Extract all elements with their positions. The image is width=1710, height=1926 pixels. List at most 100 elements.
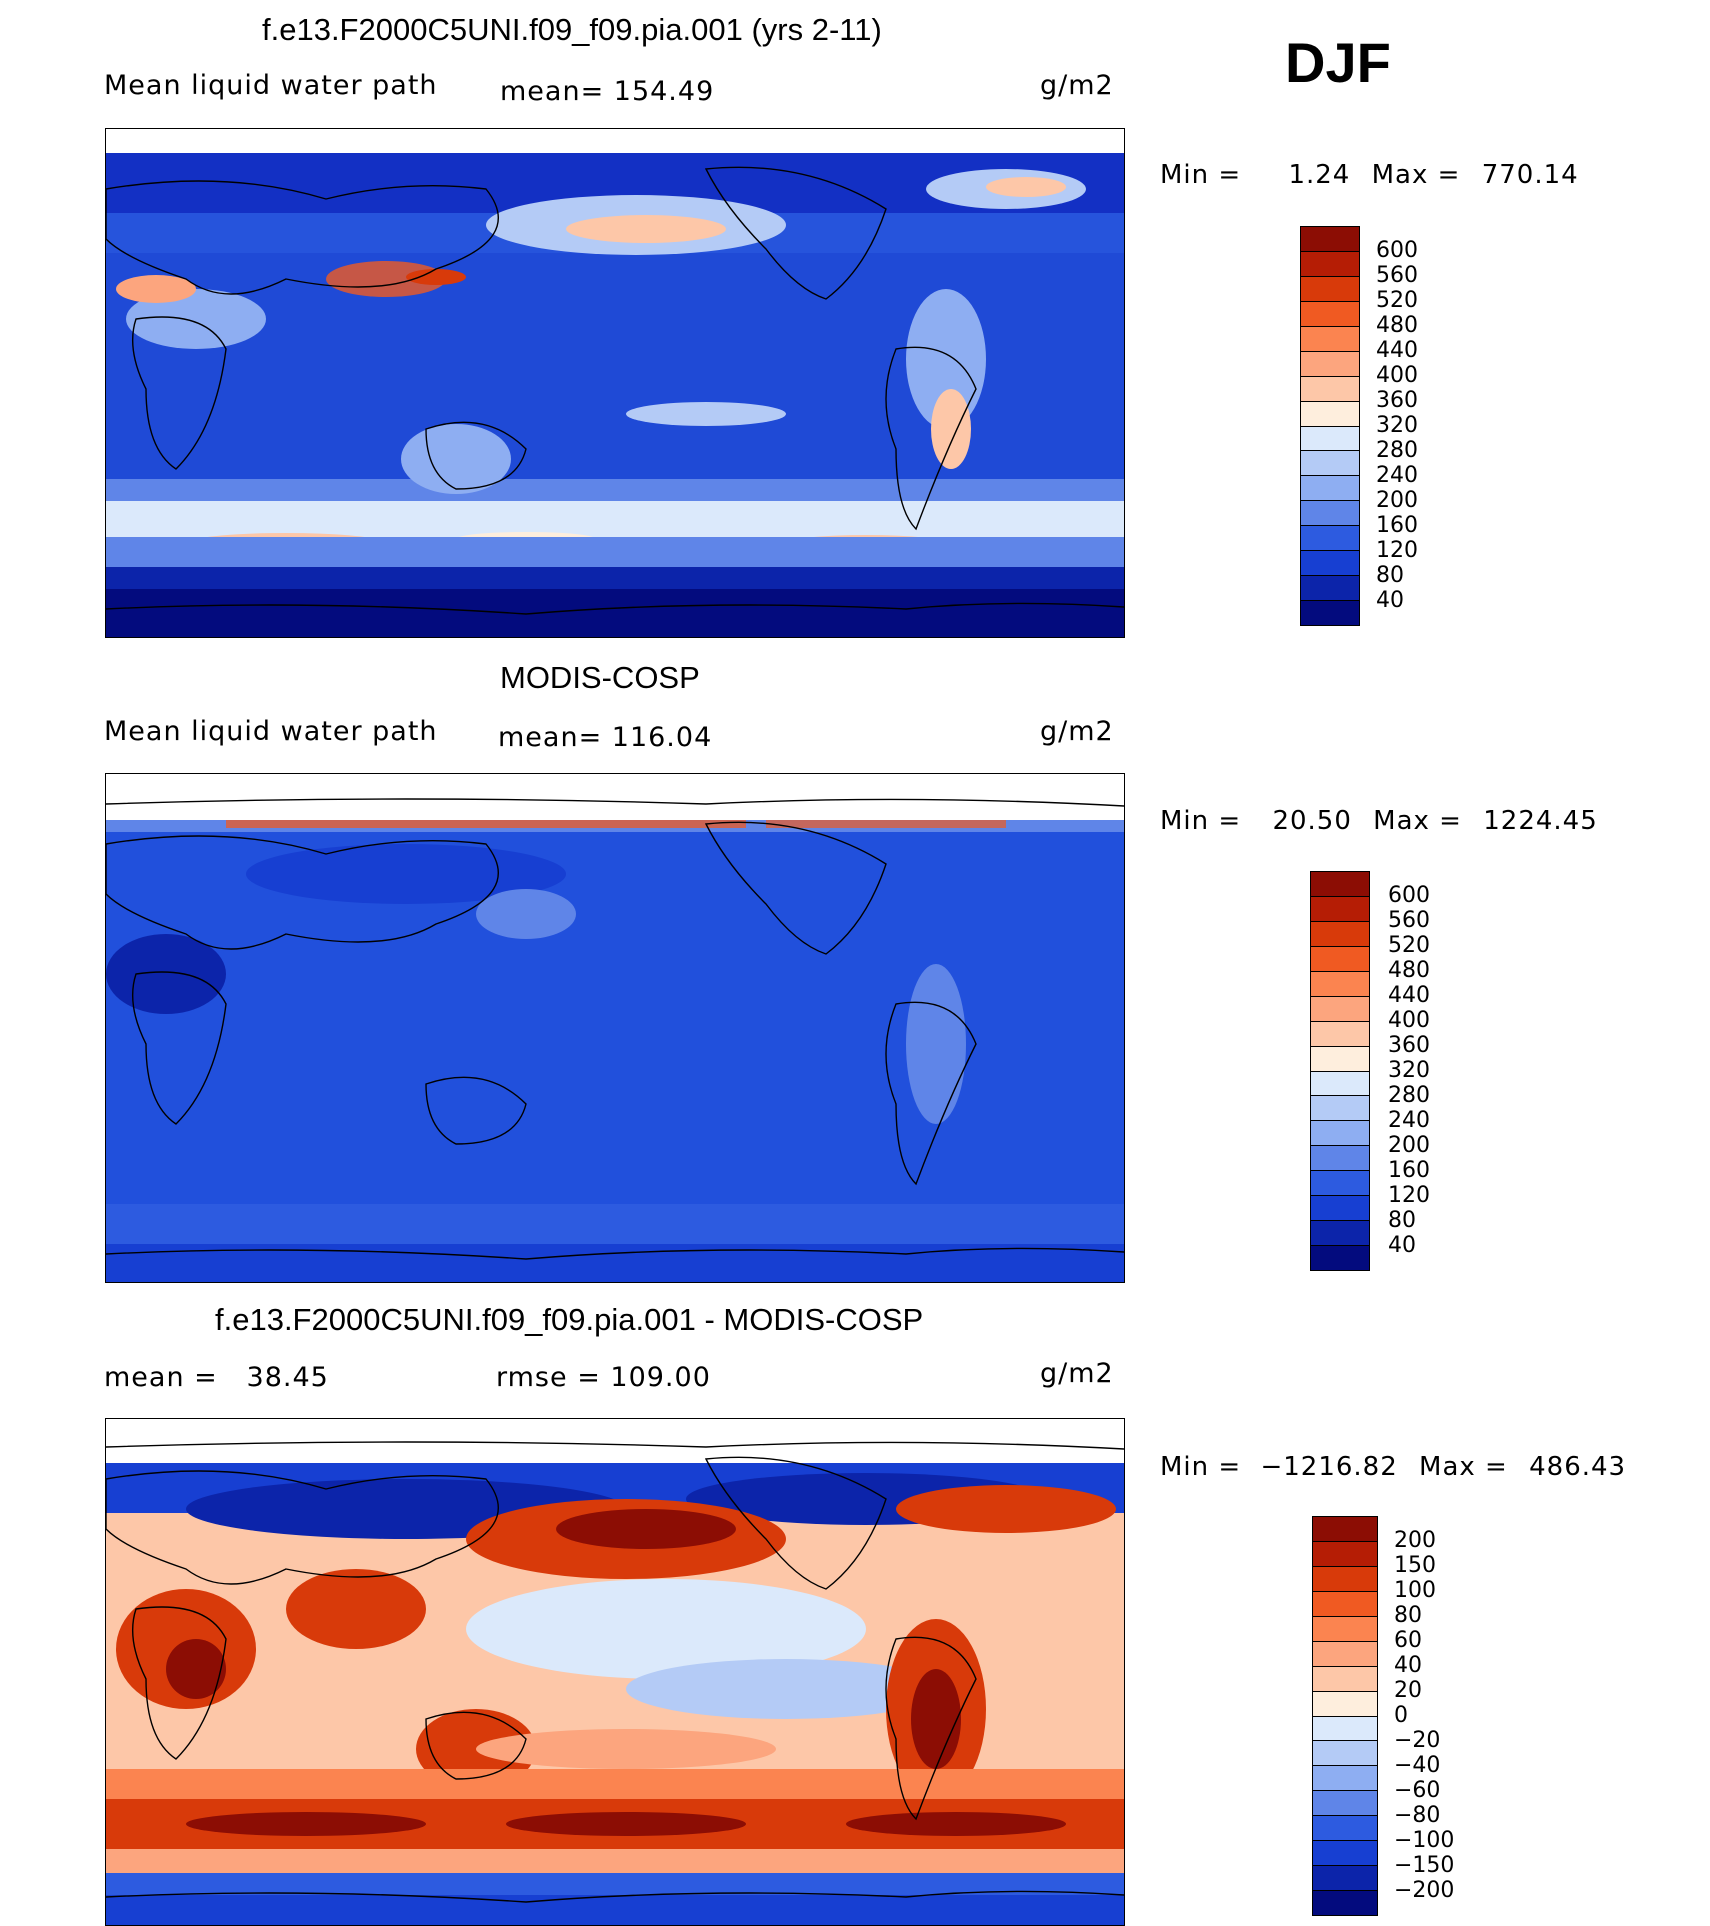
colorbar-swatch xyxy=(1311,1021,1369,1047)
panel-2-min-value: 20.50 xyxy=(1272,806,1352,836)
panel-1-map xyxy=(105,128,1125,638)
colorbar-swatch xyxy=(1313,1591,1377,1617)
panel-3-min-label: Min = xyxy=(1160,1452,1242,1482)
colorbar-tick-label: −80 xyxy=(1394,1803,1441,1828)
panel-1-unit-label: g/m2 xyxy=(1040,70,1114,101)
colorbar-swatch xyxy=(1311,1121,1369,1147)
panel-1-colorbar-swatches xyxy=(1300,226,1360,626)
colorbar-swatch xyxy=(1313,1641,1377,1667)
panel-3-min-value: −1216.82 xyxy=(1260,1452,1398,1482)
colorbar-swatch xyxy=(1313,1766,1377,1792)
colorbar-tick-label: 0 xyxy=(1394,1703,1408,1728)
colorbar-tick-label: 400 xyxy=(1388,1008,1430,1033)
colorbar-tick-label: 280 xyxy=(1388,1083,1430,1108)
colorbar-tick-label: 600 xyxy=(1376,238,1418,263)
panel-2-colorbar: 600 560 520 480 440 400 360 320 280 240 200 160 120 8… xyxy=(1310,871,1430,1271)
colorbar-swatch xyxy=(1301,301,1359,327)
panel-3-max-label: Max = xyxy=(1419,1452,1508,1482)
colorbar-tick-label: 440 xyxy=(1376,338,1418,363)
colorbar-tick-label: −150 xyxy=(1394,1853,1455,1878)
colorbar-swatch xyxy=(1313,1816,1377,1842)
colorbar-swatch xyxy=(1311,971,1369,997)
colorbar-swatch xyxy=(1313,1866,1377,1892)
colorbar-swatch xyxy=(1313,1716,1377,1742)
colorbar-tick-label: 320 xyxy=(1388,1058,1430,1083)
colorbar-tick-label: 360 xyxy=(1376,388,1418,413)
colorbar-swatch xyxy=(1311,1146,1369,1172)
colorbar-swatch xyxy=(1313,1666,1377,1692)
panel-3-mean-label: mean = 38.45 xyxy=(104,1362,329,1393)
colorbar-tick-label: 240 xyxy=(1388,1108,1430,1133)
panel-2-map-svg xyxy=(106,774,1124,1282)
colorbar-swatch xyxy=(1313,1517,1377,1542)
colorbar-tick-label: 440 xyxy=(1388,983,1430,1008)
colorbar-swatch xyxy=(1301,351,1359,377)
colorbar-tick-label: 160 xyxy=(1376,513,1418,538)
panel-1-map-svg xyxy=(106,129,1124,637)
colorbar-tick-label: 520 xyxy=(1376,288,1418,313)
colorbar-swatch xyxy=(1311,1221,1369,1247)
colorbar-swatch xyxy=(1311,1171,1369,1197)
panel-2-unit-label: g/m2 xyxy=(1040,716,1114,747)
colorbar-tick-label: 280 xyxy=(1376,438,1418,463)
colorbar-tick-label: 20 xyxy=(1394,1678,1422,1703)
season-label: DJF xyxy=(1285,31,1391,94)
panel-3-map-svg xyxy=(106,1419,1124,1925)
colorbar-swatch xyxy=(1301,526,1359,552)
colorbar-swatch xyxy=(1313,1541,1377,1567)
colorbar-swatch xyxy=(1311,896,1369,922)
panel-2-map xyxy=(105,773,1125,1283)
colorbar-swatch xyxy=(1313,1791,1377,1817)
panel-2-minmax: Min = 20.50 Max = 1224.45 xyxy=(1160,806,1598,836)
colorbar-tick-label: 150 xyxy=(1394,1553,1436,1578)
colorbar-swatch xyxy=(1301,401,1359,427)
colorbar-swatch xyxy=(1301,426,1359,452)
colorbar-tick-label: 40 xyxy=(1388,1233,1416,1258)
panel-1-min-value: 1.24 xyxy=(1288,160,1351,190)
colorbar-tick-label: 480 xyxy=(1376,313,1418,338)
colorbar-swatch xyxy=(1313,1691,1377,1717)
panel-3-colorbar: 200 150 100 80 60 40 20 0 −20 −40 −60 −80 −100 −150 −2… xyxy=(1312,1516,1454,1916)
colorbar-tick-label: 160 xyxy=(1388,1158,1430,1183)
colorbar-tick-label: 120 xyxy=(1376,538,1418,563)
colorbar-tick-label: 40 xyxy=(1376,588,1404,613)
colorbar-tick-label: 100 xyxy=(1394,1578,1436,1603)
panel-2-min-label: Min = xyxy=(1160,806,1242,836)
colorbar-swatch xyxy=(1311,872,1369,897)
colorbar-swatch xyxy=(1311,1046,1369,1072)
colorbar-tick-label: 120 xyxy=(1388,1183,1430,1208)
colorbar-tick-label: 400 xyxy=(1376,363,1418,388)
colorbar-tick-label: 480 xyxy=(1388,958,1430,983)
colorbar-tick-label: 200 xyxy=(1394,1528,1436,1553)
panel-2-title: MODIS-COSP xyxy=(500,660,700,695)
colorbar-swatch xyxy=(1311,996,1369,1022)
colorbar-tick-label: 200 xyxy=(1376,488,1418,513)
panel-2-max-value: 1224.45 xyxy=(1483,806,1598,836)
colorbar-tick-label: 320 xyxy=(1376,413,1418,438)
colorbar-tick-label: 40 xyxy=(1394,1653,1422,1678)
colorbar-tick-label: 360 xyxy=(1388,1033,1430,1058)
colorbar-tick-label: 200 xyxy=(1388,1133,1430,1158)
panel-2-colorbar-swatches xyxy=(1310,871,1370,1271)
panel-1-mean-label: mean= 154.49 xyxy=(500,76,715,107)
panel-3-title: f.e13.F2000C5UNI.f09_f09.pia.001 - MODIS… xyxy=(215,1302,924,1337)
colorbar-swatch xyxy=(1301,476,1359,502)
panel-2-variable-label: Mean liquid water path xyxy=(104,716,438,747)
colorbar-swatch xyxy=(1311,946,1369,972)
panel-3-unit-label: g/m2 xyxy=(1040,1358,1114,1389)
panel-3-minmax: Min = −1216.82 Max = 486.43 xyxy=(1160,1452,1626,1482)
colorbar-swatch xyxy=(1311,1196,1369,1222)
colorbar-swatch xyxy=(1311,1071,1369,1097)
colorbar-swatch xyxy=(1311,1096,1369,1122)
colorbar-tick-label: −60 xyxy=(1394,1778,1441,1803)
colorbar-tick-label: −200 xyxy=(1394,1878,1455,1903)
panel-2-max-label: Max = xyxy=(1373,806,1462,836)
colorbar-swatch xyxy=(1301,551,1359,577)
panel-3-max-value: 486.43 xyxy=(1529,1452,1627,1482)
colorbar-swatch xyxy=(1301,576,1359,602)
panel-3-map xyxy=(105,1418,1125,1926)
colorbar-swatch xyxy=(1301,227,1359,252)
panel-1-max-label: Max = xyxy=(1371,160,1461,190)
panel-3-rmse-label: rmse = 109.00 xyxy=(496,1362,711,1393)
panel-1-minmax: Min = 1.24 Max = 770.14 xyxy=(1160,160,1579,190)
